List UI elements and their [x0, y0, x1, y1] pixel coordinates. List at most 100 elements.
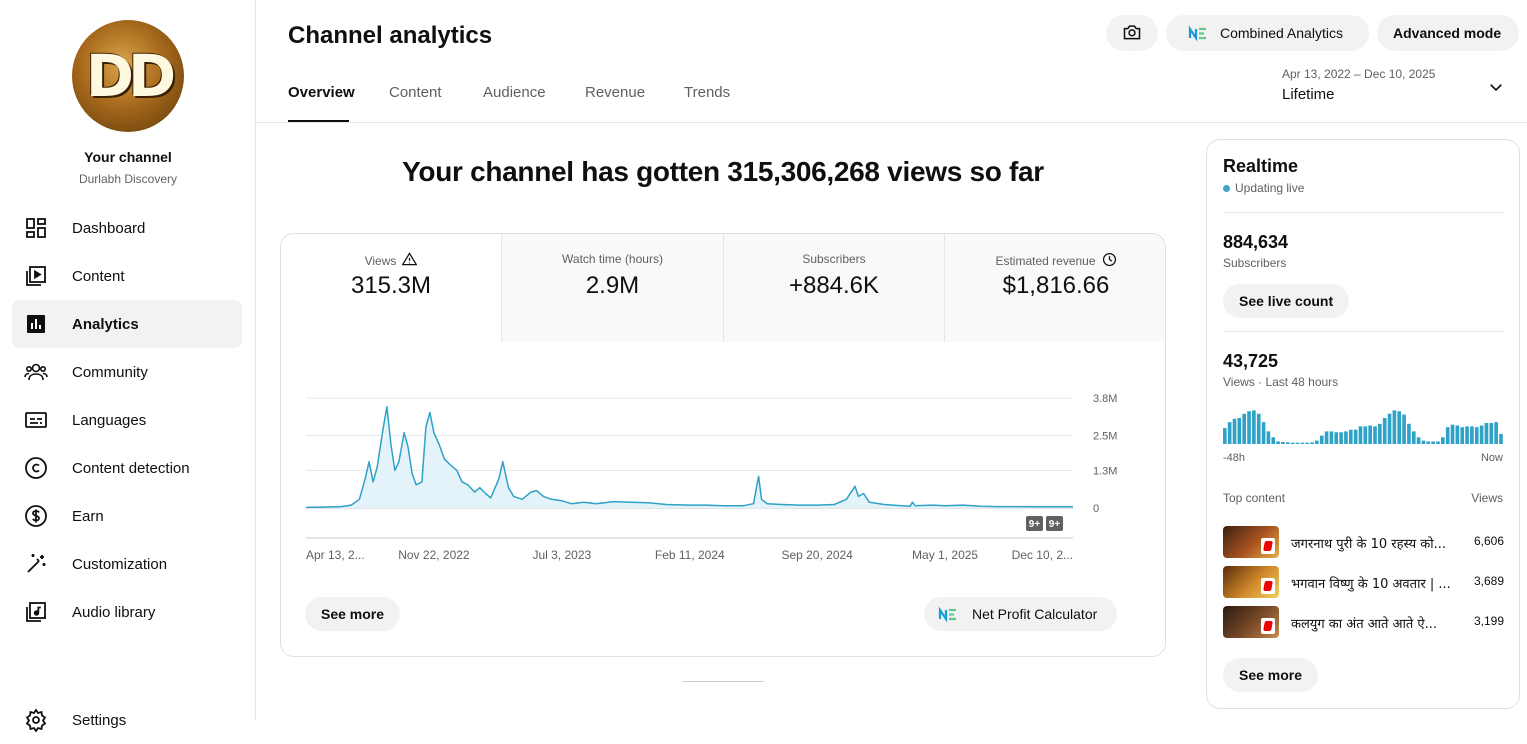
tab-overview[interactable]: Overview [288, 84, 355, 101]
combined-analytics-label: Combined Analytics [1220, 25, 1343, 41]
sidebar-item-dashboard[interactable]: Dashboard [12, 204, 242, 252]
realtime-bar [1358, 426, 1363, 444]
realtime-bar [1363, 426, 1368, 444]
date-range-text[interactable]: Apr 13, 2022 – Dec 10, 2025 [1282, 67, 1436, 81]
sidebar-item-settings[interactable]: Settings [12, 696, 242, 744]
advanced-mode-button[interactable]: Advanced mode [1377, 15, 1519, 51]
copyright-icon [24, 456, 48, 480]
video-title: जगरनाथ पुरी के 10 रहस्य को... [1291, 537, 1446, 552]
realtime-bar [1373, 426, 1377, 444]
realtime-bar [1421, 440, 1426, 444]
channel-name: Durlabh Discovery [78, 172, 178, 186]
community-icon [24, 360, 48, 384]
warning-icon[interactable] [401, 252, 418, 269]
realtime-bar [1407, 423, 1411, 444]
sidebar-item-label: Dashboard [72, 219, 146, 237]
sidebar-item-audio-library[interactable]: Audio library [12, 588, 242, 636]
realtime-title: Realtime [1223, 156, 1299, 176]
realtime-views-chart[interactable] [1223, 402, 1504, 444]
views-chart[interactable]: 0 1.3M 2.5M 3.8M Apr 13, 2... Nov 22, 2022 Jul… [281, 342, 1166, 582]
metric-estimated-revenue[interactable]: Estimated revenue $1,816.66 [945, 234, 1165, 342]
sidebar-item-community[interactable]: Community [12, 348, 242, 396]
shorts-icon [1261, 538, 1275, 554]
realtime-bar [1441, 437, 1445, 444]
views-column-label: Views [1471, 491, 1503, 505]
realtime-bar [1474, 427, 1479, 444]
avatar-logo-text: DD [85, 42, 176, 110]
scroll-indicator [682, 681, 764, 682]
realtime-subscribers-label: Subscribers [1223, 256, 1287, 270]
tab-audience[interactable]: Audience [483, 84, 546, 101]
realtime-bar [1479, 425, 1484, 444]
y-tick-label: 2.5M [1093, 431, 1117, 443]
net-profit-label: Net Profit Calculator [972, 606, 1098, 622]
sidebar: DD Your channel Durlabh Discovery Dashbo… [0, 0, 256, 732]
top-content-row[interactable]: भगवान विष्णु के 10 अवतार | ... 3,689 [1223, 566, 1504, 598]
realtime-bar [1402, 414, 1406, 444]
advanced-mode-label: Advanced mode [1393, 25, 1502, 41]
channel-avatar[interactable]: DD [72, 20, 184, 132]
top-content-see-more-button[interactable]: See more [1223, 658, 1319, 692]
chevron-down-icon[interactable] [1487, 78, 1505, 101]
realtime-bar [1450, 424, 1455, 444]
see-more-label: See more [321, 606, 385, 622]
sidebar-item-label: Customization [72, 555, 168, 573]
active-tab-indicator [288, 120, 349, 122]
top-content-row[interactable]: जगरनाथ पुरी के 10 रहस्य को... 6,606 [1223, 526, 1504, 558]
divider [1223, 331, 1504, 332]
realtime-bar [1368, 425, 1372, 444]
sidebar-item-analytics[interactable]: Analytics [12, 300, 242, 348]
realtime-bar [1237, 417, 1242, 444]
sidebar-item-content-detection[interactable]: Content detection [12, 444, 242, 492]
realtime-bar [1392, 410, 1397, 444]
realtime-axis-end: Now [1480, 452, 1503, 464]
realtime-bar [1315, 440, 1319, 444]
realtime-bar [1339, 432, 1343, 444]
x-tick-label: May 1, 2025 [912, 548, 978, 562]
shorts-icon [1261, 578, 1275, 594]
realtime-bar [1256, 413, 1261, 444]
sidebar-item-earn[interactable]: Earn [12, 492, 242, 540]
annotation-badge-label: 9+ [1049, 519, 1061, 530]
shorts-icon [1261, 618, 1275, 634]
realtime-bar [1416, 437, 1421, 444]
metric-value: 315.3M [350, 272, 432, 299]
x-tick-label: Feb 11, 2024 [655, 548, 725, 562]
y-tick-label: 1.3M [1093, 465, 1117, 477]
metric-subscribers[interactable]: Subscribers +884.6K [724, 234, 945, 342]
top-content-row[interactable]: कलयुग का अंत आते आते ऐ... 3,199 [1223, 606, 1504, 638]
tab-revenue[interactable]: Revenue [585, 84, 646, 101]
see-more-button[interactable]: See more [305, 597, 401, 631]
sidebar-item-content[interactable]: Content [12, 252, 242, 300]
views-series-line [305, 405, 1073, 509]
clock-icon[interactable] [1102, 252, 1117, 270]
top-content-label: Top content [1223, 491, 1286, 505]
sidebar-item-label: Audio library [72, 603, 156, 621]
realtime-views-value: 43,725 [1223, 351, 1279, 371]
languages-icon [24, 408, 48, 432]
metric-value: $1,816.66 [1002, 272, 1110, 299]
realtime-bar [1455, 425, 1460, 444]
video-thumbnail [1223, 566, 1279, 598]
see-live-count-button[interactable]: See live count [1223, 284, 1350, 318]
audio-library-icon [24, 600, 48, 624]
screenshot-button[interactable] [1106, 15, 1158, 51]
sidebar-item-label: Analytics [72, 315, 139, 333]
sidebar-item-customization[interactable]: Customization [12, 540, 242, 588]
metric-views[interactable]: Views 315.3M [281, 234, 502, 342]
sidebar-item-languages[interactable]: Languages [12, 396, 242, 444]
metric-watch-time[interactable]: Watch time (hours) 2.9M [502, 234, 724, 342]
tab-trends[interactable]: Trends [684, 84, 731, 101]
realtime-status: Updating live [1235, 181, 1305, 195]
divider [1223, 212, 1504, 213]
nexlev-logo-icon [1188, 24, 1210, 42]
x-tick-label: Apr 13, 2... [306, 548, 365, 562]
realtime-bar [1295, 442, 1300, 444]
combined-analytics-button[interactable]: Combined Analytics [1166, 15, 1369, 51]
net-profit-calculator-button[interactable]: Net Profit Calculator [924, 597, 1117, 631]
tab-content[interactable]: Content [389, 84, 442, 101]
your-channel-label[interactable]: Your channel [84, 149, 172, 165]
realtime-bar [1334, 432, 1339, 444]
realtime-bar [1223, 428, 1227, 444]
date-range-label[interactable]: Lifetime [1282, 86, 1335, 103]
